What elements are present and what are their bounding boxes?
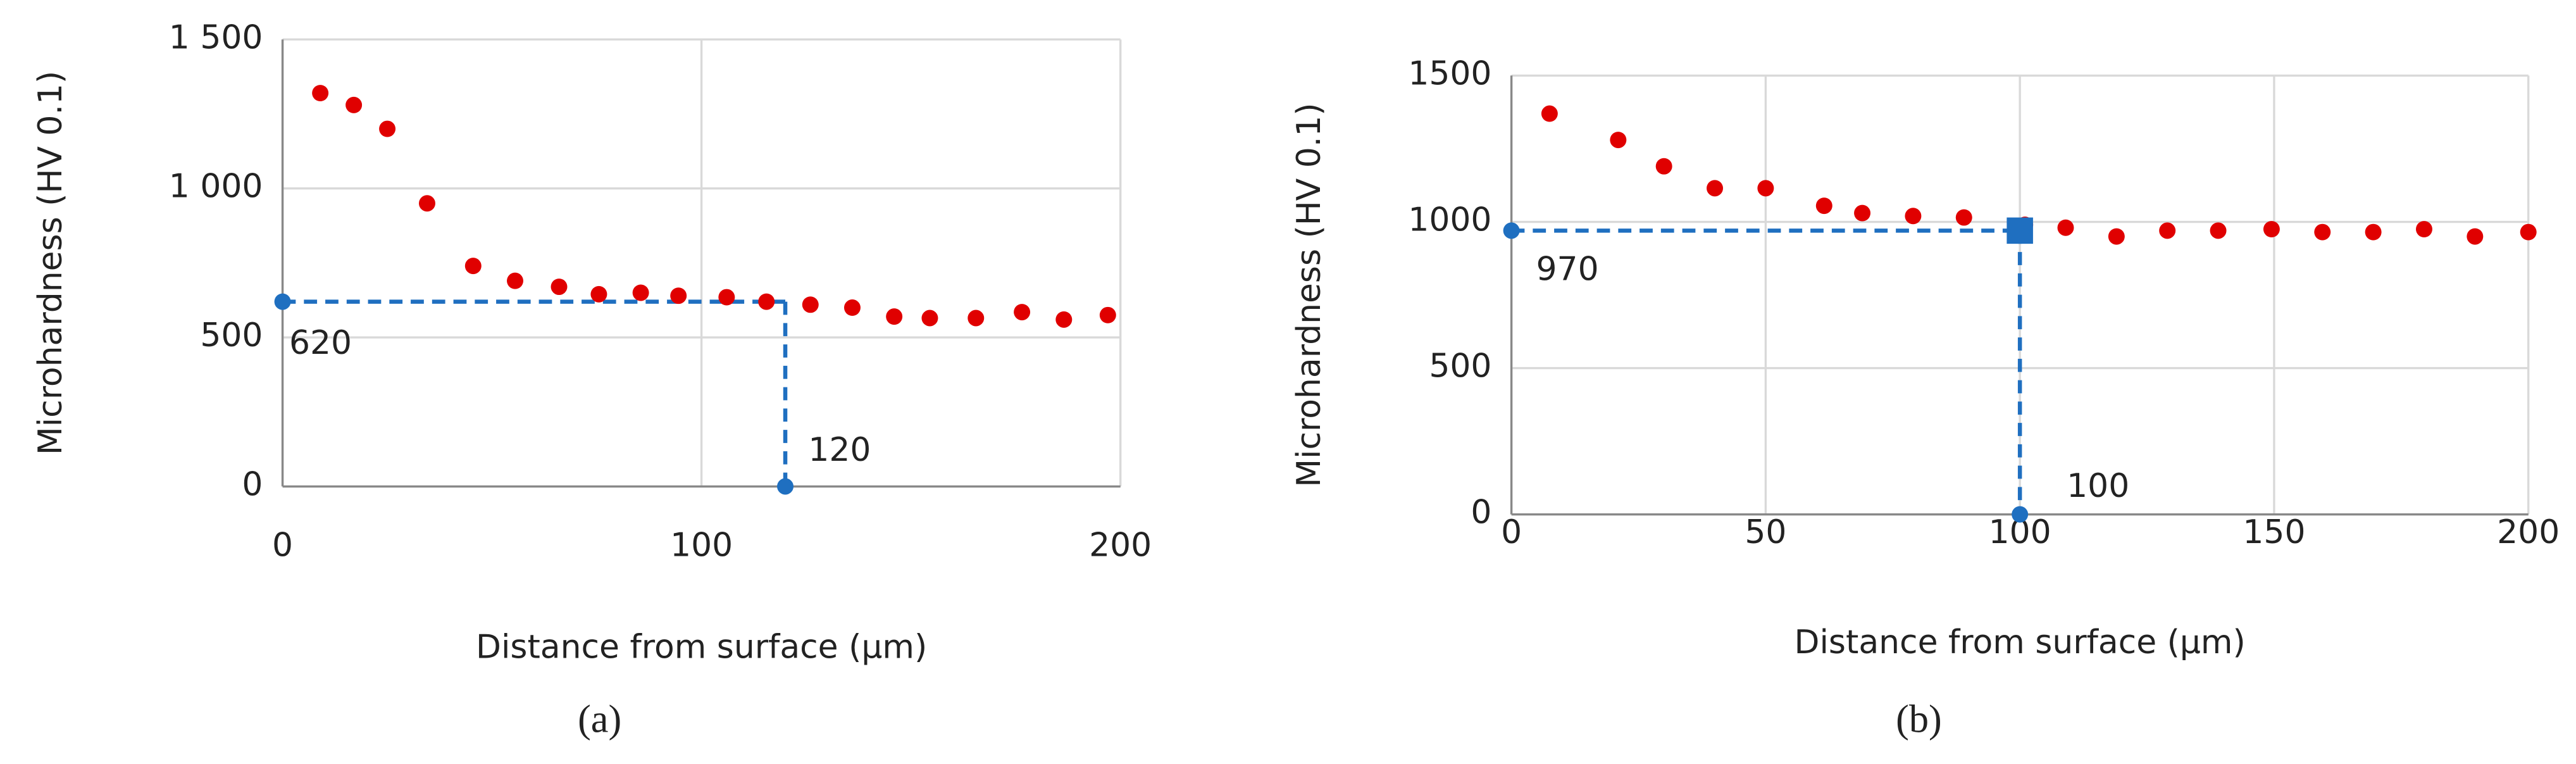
y-axis-label: Microhardness (HV 0.1) [32, 71, 70, 455]
caption: (b) [1896, 698, 1942, 741]
data-point [2467, 228, 2484, 245]
data-point [1955, 209, 1972, 226]
data-point [2159, 222, 2176, 239]
y-axis-label: Microhardness (HV 0.1) [1290, 103, 1328, 487]
x-axis-label: Distance from surface (μm) [1795, 623, 2246, 661]
data-point [1014, 304, 1031, 321]
data-point [718, 289, 735, 306]
guide-point [777, 478, 794, 495]
data-point [1055, 311, 1073, 328]
data-point [886, 308, 903, 325]
y-tick-label: 1 500 [169, 18, 263, 56]
guide-label: 120 [808, 431, 871, 469]
y-tick-label: 1000 [1408, 201, 1491, 239]
data-point [802, 296, 819, 313]
data-point [632, 284, 649, 301]
data-point [379, 120, 396, 137]
data-point [2314, 223, 2331, 241]
data-point [670, 287, 687, 304]
data-point [1541, 105, 1558, 122]
caption: (a) [578, 698, 621, 741]
y-tick-label: 1500 [1408, 54, 1491, 92]
data-point [2057, 219, 2074, 236]
y-tick-label: 0 [242, 466, 263, 504]
data-point [921, 310, 938, 327]
data-point [1757, 180, 1774, 197]
data-point [1905, 208, 1922, 225]
x-tick-label: 150 [2243, 513, 2305, 551]
x-tick-label: 50 [1745, 513, 1786, 551]
x-tick-label: 100 [670, 527, 733, 565]
y-tick-label: 500 [1429, 348, 1491, 385]
data-point [2520, 223, 2537, 241]
data-point [418, 195, 435, 212]
guide-label: 100 [2067, 467, 2129, 505]
x-tick-label: 200 [2497, 513, 2560, 551]
data-point [843, 299, 861, 316]
data-point [2263, 221, 2280, 238]
y-tick-label: 1 000 [169, 168, 263, 206]
guide-point [2012, 506, 2029, 523]
data-point [2210, 222, 2227, 239]
data-point [464, 258, 482, 275]
data-point [1610, 132, 1627, 149]
data-point [2415, 221, 2432, 238]
data-point [345, 96, 363, 113]
data-point [507, 272, 523, 289]
guide-point-square [2007, 217, 2033, 244]
data-point [312, 85, 329, 102]
data-point [1655, 158, 1672, 175]
x-tick-label: 0 [1501, 513, 1522, 551]
y-tick-label: 0 [1471, 494, 1491, 532]
y-tick-label: 500 [200, 316, 263, 354]
data-point [590, 285, 607, 303]
data-point [2365, 223, 2382, 241]
data-point [2108, 228, 2125, 245]
guide-label: 970 [1536, 250, 1599, 288]
data-point [968, 310, 985, 327]
data-point [1815, 197, 1832, 215]
x-axis-label: Distance from surface (μm) [476, 629, 927, 667]
x-tick-label: 200 [1089, 527, 1152, 565]
guide-label: 620 [289, 324, 352, 362]
data-point [551, 279, 568, 296]
data-point [758, 293, 775, 310]
guide-point [274, 293, 291, 310]
data-point [1099, 306, 1116, 323]
data-point [1854, 204, 1871, 222]
x-tick-label: 0 [272, 527, 293, 565]
data-point [1707, 180, 1724, 197]
guide-point [1503, 222, 1520, 239]
